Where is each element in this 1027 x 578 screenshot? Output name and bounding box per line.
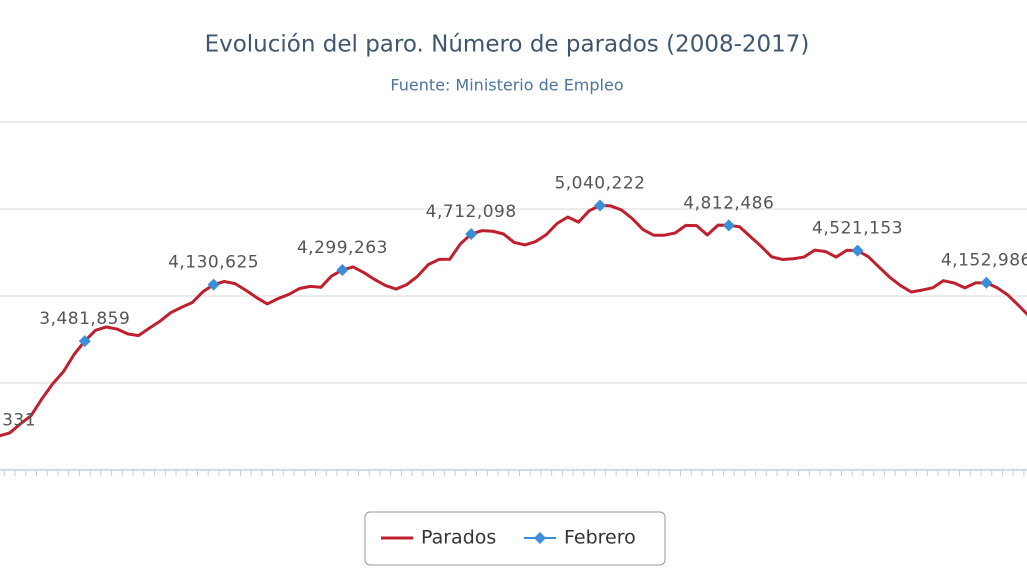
grid: 20000003000000400000050000006000000 [0, 121, 1027, 384]
chart-title: Evolución del paro. Número de parados (2… [205, 32, 810, 58]
line-parados [0, 204, 1027, 438]
marker-febrero [207, 278, 220, 291]
marker-febrero [980, 276, 993, 289]
data-label: 2,315,331 [0, 411, 36, 431]
chart-subtitle: Fuente: Ministerio de Empleo [390, 76, 623, 95]
marker-febrero [593, 199, 606, 212]
data-label: 4,812,486 [683, 193, 774, 213]
data-label: 4,521,153 [812, 219, 903, 239]
legend: Parados Febrero [364, 511, 666, 566]
data-label: 4,152,986 [941, 251, 1027, 271]
marker-febrero [722, 219, 735, 232]
legend-symbol [534, 532, 546, 544]
data-label: 4,299,263 [297, 238, 388, 258]
data-label: 3,481,859 [39, 309, 130, 329]
marker-febrero [78, 335, 91, 348]
legend-box [364, 511, 666, 566]
legend-label[interactable]: Febrero [564, 527, 636, 549]
plot-area [0, 199, 1027, 438]
data-label: 5,040,222 [554, 174, 645, 194]
legend-label[interactable]: Parados [421, 527, 496, 549]
marker-febrero [851, 244, 864, 257]
marker-febrero [465, 228, 478, 241]
data-label: 4,712,098 [426, 202, 517, 222]
data-labels: 2,315,331 3,481,859 4,130,625 4,299,263 4,71… [0, 174, 1027, 431]
data-label: 4,130,625 [168, 253, 259, 273]
x-axis [0, 469, 1027, 476]
marker-febrero [336, 263, 349, 276]
